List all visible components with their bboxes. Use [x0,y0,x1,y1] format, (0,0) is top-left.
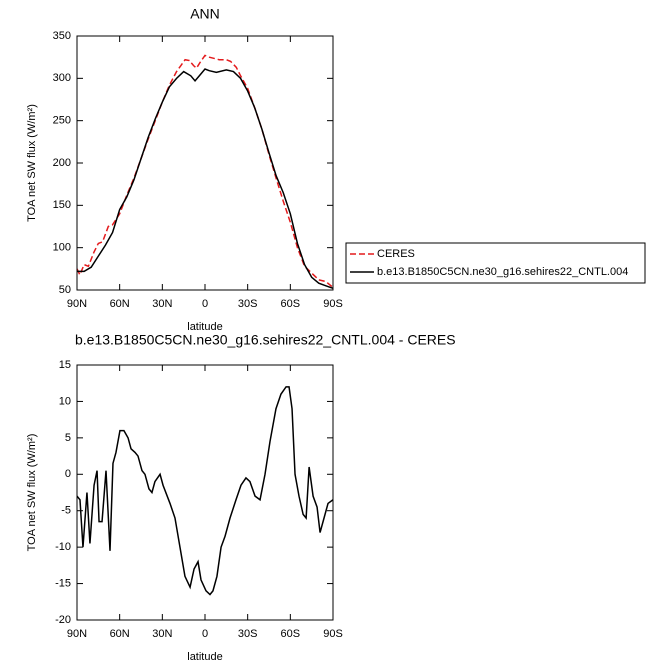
y-tick-label: 300 [53,72,71,84]
x-tick-label: 0 [202,628,208,640]
x-tick-label: 30N [152,628,172,640]
x-tick-label: 60N [110,628,130,640]
x-tick-label: 60S [281,628,301,640]
chart-title: b.e13.B1850C5CN.ne30_g16.sehires22_CNTL.… [75,332,456,348]
legend-label: CERES [377,248,415,260]
data-line [76,386,334,596]
y-tick-label: 15 [59,359,71,371]
x-tick-label: 90N [67,298,87,310]
legend-label: b.e13.B1850C5CN.ne30_g16.sehires22_CNTL.… [377,266,628,278]
y-tick-label: 200 [53,157,71,169]
plot-frame [76,364,334,621]
x-tick-label: 90N [67,628,87,640]
y-tick-label: -15 [55,577,71,589]
y-tick-label: 10 [59,395,71,407]
x-tick-label: 60N [110,298,130,310]
y-tick-label: 150 [53,199,71,211]
y-tick-label: 100 [53,242,71,254]
y-tick-label: -10 [55,541,71,553]
plot-frame [76,35,334,291]
x-axis-label: latitude [187,651,222,663]
x-tick-label: 0 [202,298,208,310]
x-tick-label: 90S [323,628,343,640]
x-tick-label: 30S [238,628,258,640]
y-tick-label: -20 [55,614,71,626]
y-tick-label: 0 [65,468,71,480]
x-tick-label: 90S [323,298,343,310]
x-tick-label: 30N [152,298,172,310]
y-tick-label: 50 [59,284,71,296]
legend-box [345,242,646,284]
y-axis-label: TOA net SW flux (W/m²) [26,104,38,222]
y-axis-label: TOA net SW flux (W/m²) [26,434,38,552]
x-tick-label: 60S [281,298,301,310]
y-tick-label: 250 [53,115,71,127]
x-tick-label: 30S [238,298,258,310]
y-tick-label: -5 [61,505,71,517]
x-axis-label: latitude [187,321,222,333]
data-line [77,68,334,290]
y-tick-label: 350 [53,30,71,42]
y-tick-label: 5 [65,432,71,444]
data-line [76,54,334,289]
chart-title: ANN [190,6,220,22]
